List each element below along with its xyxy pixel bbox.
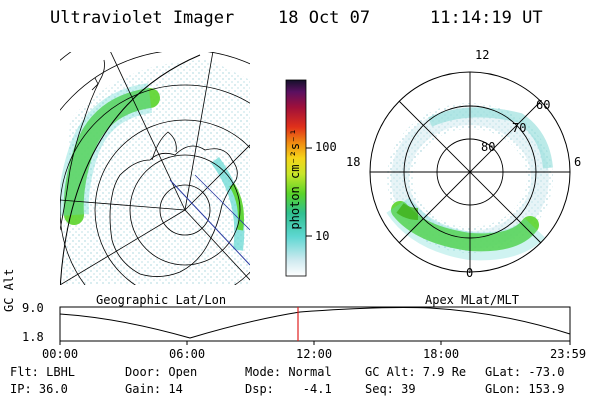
dsp-info: Dsp: -4.1 <box>245 382 332 396</box>
colorbar <box>285 79 312 277</box>
gc-alt-info: GC Alt: 7.9 Re <box>365 365 467 379</box>
colorbar-tick-100: 100 <box>315 140 337 154</box>
lat-label-80: 80 <box>481 140 496 154</box>
orbit-y-label: GC Alt <box>2 268 16 312</box>
date-label: 18 Oct 07 <box>278 8 371 28</box>
lat-label-70: 70 <box>512 121 527 135</box>
mlt-label-18: 18 <box>346 155 361 169</box>
auroral-oval-geo <box>63 88 160 225</box>
orbit-xtick-1200: 12:00 <box>296 347 333 361</box>
seq-info: Seq: 39 <box>365 382 416 396</box>
mlt-label-6: 6 <box>574 155 582 169</box>
time-label: 11:14:19 UT <box>430 8 543 28</box>
orbit-xtick-2359: 23:59 <box>550 347 587 361</box>
mlt-label-0: 0 <box>466 266 474 280</box>
mlt-label-12: 12 <box>475 48 490 62</box>
south-america-coastline <box>60 59 105 231</box>
lat-label-60: 60 <box>536 98 551 112</box>
terminator-line <box>169 179 250 266</box>
polar-panel-label: Apex MLat/MLT <box>425 293 519 307</box>
glon-info: GLon: 153.9 <box>485 382 565 396</box>
orbit-xtick-1800: 18:00 <box>423 347 460 361</box>
ip-info: IP: 36.0 <box>10 382 68 396</box>
geographic-panel <box>60 52 250 285</box>
instrument-title: Ultraviolet Imager <box>50 8 235 28</box>
filter-info: Flt: LBHL <box>10 365 76 379</box>
polar-panel <box>369 71 571 273</box>
orbit-plot <box>59 306 571 345</box>
altitude-curve <box>59 307 571 339</box>
colorbar-tick-10: 10 <box>315 229 330 243</box>
orbit-xtick-0600: 06:00 <box>169 347 206 361</box>
glat-info: GLat: -73.0 <box>485 365 565 379</box>
geo-panel-label: Geographic Lat/Lon <box>96 293 227 307</box>
mode-info: Mode: Normal <box>245 365 332 379</box>
orbit-ytick-9: 9.0 <box>22 301 44 315</box>
colorbar-unit-label: photon cm⁻²s⁻¹ <box>288 128 302 230</box>
gain-info: Gain: 14 <box>125 382 183 396</box>
orbit-xtick-0000: 00:00 <box>42 347 79 361</box>
orbit-ytick-1.8: 1.8 <box>22 330 44 344</box>
antarctica-coastline <box>109 145 238 277</box>
door-info: Door: Open <box>125 365 198 379</box>
